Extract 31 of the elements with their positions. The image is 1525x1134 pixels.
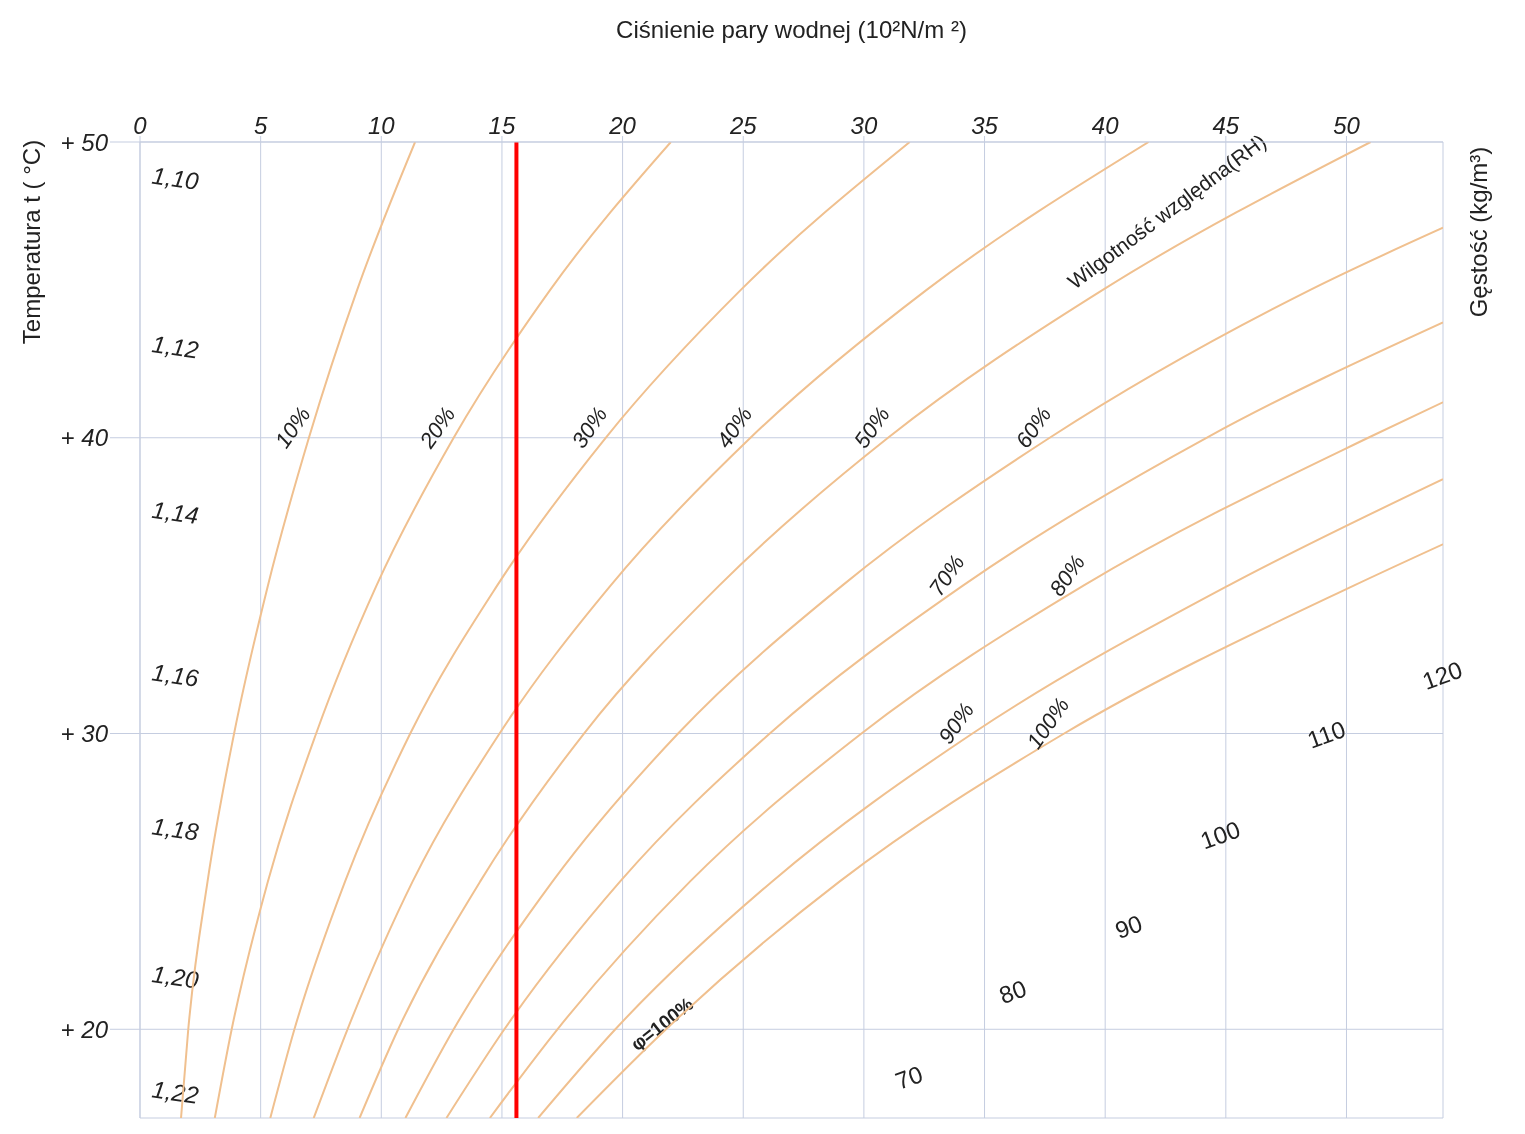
annotation: 70	[891, 1060, 927, 1095]
annotation: 90	[1111, 909, 1146, 944]
y-tick-label: + 50	[60, 128, 109, 156]
annotation: 1,16	[150, 658, 201, 692]
x-tick-label: 10	[367, 112, 396, 139]
annotation: 80	[995, 974, 1030, 1010]
x-tick-label: 25	[728, 112, 758, 139]
annotation: 1,20	[150, 960, 201, 994]
x-tick-label: 35	[971, 112, 999, 139]
y-axis-title: Temperatura t ( °C)	[18, 139, 45, 345]
y2-axis-title: Gęstość (kg/m³)	[1465, 146, 1492, 318]
annotation: 1,10	[150, 161, 201, 196]
annotation: 100	[1196, 815, 1244, 855]
annotation: 110	[1303, 715, 1350, 754]
x-tick-label: 20	[608, 112, 637, 139]
x-tick-label: 50	[1333, 112, 1361, 139]
y-tick-label: + 30	[60, 720, 109, 748]
annotation: 1,22	[150, 1075, 201, 1109]
x-tick-label: 45	[1212, 112, 1240, 139]
annotation: 120	[1418, 655, 1466, 695]
annotation: 1,12	[150, 330, 201, 364]
annotation: 1,14	[150, 495, 201, 530]
x-tick-label: 30	[850, 112, 878, 139]
x-tick-label: 15	[488, 112, 516, 139]
annotation: 1,18	[150, 812, 201, 846]
x-tick-label: 5	[253, 112, 268, 139]
y-tick-label: + 40	[60, 424, 109, 452]
y-tick-label: + 20	[60, 1015, 109, 1043]
x-tick-label: 0	[133, 112, 148, 139]
x-tick-label: 40	[1091, 112, 1120, 139]
x-axis-title: Ciśnienie pary wodnej (10²N/m ²)	[616, 16, 967, 43]
